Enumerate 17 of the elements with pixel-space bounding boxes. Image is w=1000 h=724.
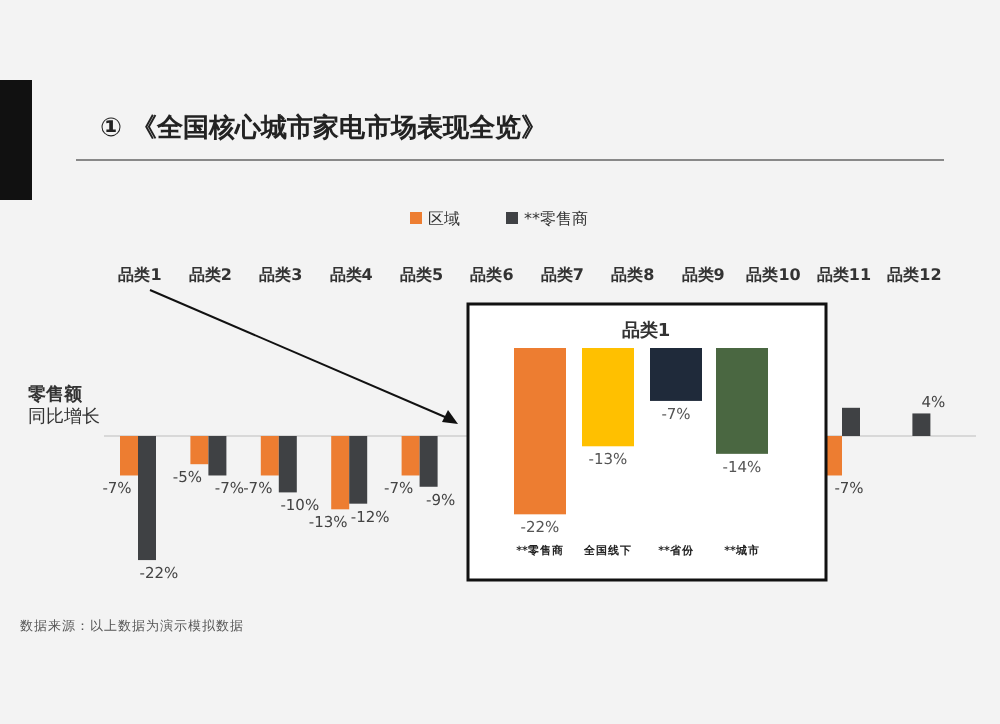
x-tick-label: 品类5 — [400, 266, 445, 284]
x-tick-label: 品类3 — [259, 266, 303, 284]
legend-label: 区域 — [428, 210, 460, 228]
x-tick-label: 品类11 — [816, 266, 872, 284]
x-tick-label: 品类1 — [118, 266, 163, 284]
chart-title: ① 《全国核心城市家电市场表现全览》 — [100, 112, 548, 144]
x-tick-label: 品类12 — [887, 266, 942, 284]
x-tick-label: 品类8 — [611, 266, 656, 284]
x-tick-label: 品类10 — [746, 266, 802, 284]
x-tick-label: 品类4 — [329, 266, 374, 284]
x-tick-label: 品类2 — [188, 266, 232, 284]
chart-title: 品类1 — [621, 320, 671, 342]
x-tick-label: 品类6 — [470, 266, 515, 284]
x-tick-label: 品类7 — [540, 266, 584, 284]
x-tick-label: 品类9 — [681, 266, 726, 284]
legend-label: **零售商 — [524, 210, 588, 228]
y-axis-title: 零售额同比增长 — [26, 384, 100, 428]
